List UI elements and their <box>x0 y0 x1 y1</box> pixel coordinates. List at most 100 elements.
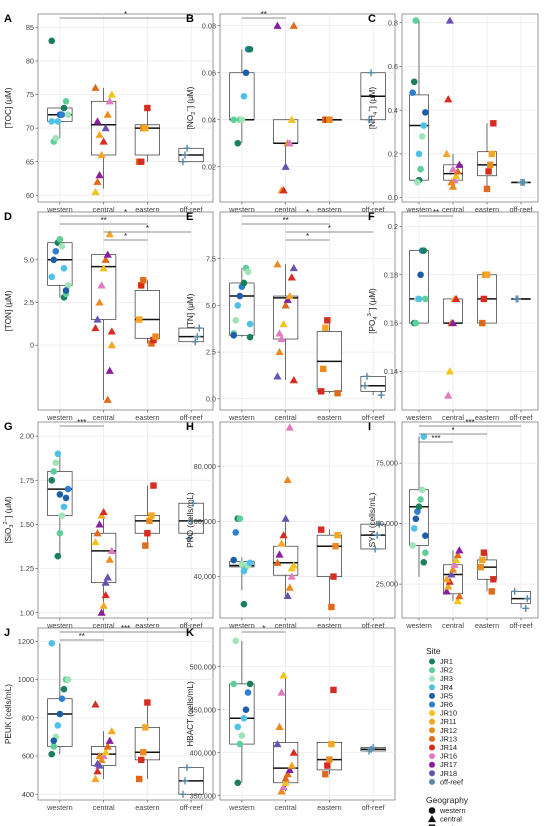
data-point-central <box>275 550 284 558</box>
y-axis-label: [NO2−] (μM) <box>185 86 197 129</box>
legend-site-label: JR5 <box>440 691 453 700</box>
data-point-central <box>93 767 102 775</box>
data-point-central <box>281 774 290 782</box>
data-point-western <box>64 485 72 493</box>
box-iqr <box>273 119 299 144</box>
panel-i: I 25,000 50,000 75,000 western central eastern… <box>368 418 539 630</box>
data-point-central <box>93 529 102 537</box>
x-tick-label: off-reef <box>180 621 204 630</box>
significance-label: * <box>451 426 454 435</box>
y-tick-label: 400,000 <box>190 748 216 757</box>
data-point-central <box>277 334 286 343</box>
y-tick-label: 2.00 <box>20 432 34 441</box>
panel-label: E <box>186 211 193 223</box>
data-point-off-reef <box>181 777 189 785</box>
data-point-western <box>240 600 248 608</box>
data-point-western <box>236 740 244 748</box>
data-point-western <box>420 247 428 254</box>
significance-bracket: * <box>285 224 374 233</box>
x-tick-label: central <box>275 413 297 422</box>
y-tick-label: 0.0 <box>388 193 398 202</box>
significance-label: * <box>124 208 127 217</box>
data-point-eastern <box>146 517 153 525</box>
data-point-western <box>230 556 238 564</box>
panel-label: K <box>186 627 194 639</box>
y-label-sup: + <box>367 108 373 112</box>
legend-site-label: JR11 <box>440 717 457 726</box>
x-tick-label: eastern <box>135 621 159 630</box>
x-tick-label: central <box>442 413 464 422</box>
data-point-central <box>105 555 114 563</box>
y-tick-label: 2.5 <box>206 348 216 357</box>
data-point-western <box>420 122 428 129</box>
data-point-central <box>448 565 458 573</box>
significance-label: *** <box>465 418 474 427</box>
data-point-off-reef <box>189 499 197 507</box>
significance-label: * <box>328 224 331 233</box>
y-tick-label: 1200 <box>18 637 34 646</box>
y-tick-label: 2.5 <box>24 298 34 307</box>
x-tick-label: off-reef <box>510 413 534 422</box>
data-point-off-reef <box>367 69 375 77</box>
data-point-off-reef <box>369 744 377 752</box>
y-axis-label: PRO (cells/mL) <box>186 492 195 548</box>
significance-label: * <box>146 224 149 233</box>
data-point-western <box>62 97 70 105</box>
significance-label: * <box>262 624 265 633</box>
data-point-western <box>240 715 248 722</box>
data-point-eastern <box>486 161 494 169</box>
data-point-off-reef <box>523 595 531 603</box>
y-label-part: [TOC] ( <box>4 102 13 129</box>
x-tick-label: eastern <box>317 803 341 812</box>
data-point-eastern <box>144 530 151 537</box>
data-point-eastern <box>334 531 341 539</box>
box-iqr <box>47 242 73 286</box>
data-point-western <box>234 723 242 731</box>
data-point-central <box>279 319 288 328</box>
data-point-western <box>232 529 240 536</box>
data-point-eastern <box>328 603 335 611</box>
data-point-western <box>60 265 68 272</box>
data-point-central <box>273 260 282 268</box>
x-tick-label: central <box>275 205 297 214</box>
panel-label: H <box>186 421 194 433</box>
x-tick-label: central <box>93 413 115 422</box>
data-point-eastern <box>483 271 491 278</box>
data-point-western <box>50 468 58 475</box>
data-point-central <box>279 671 288 679</box>
data-point-central <box>101 590 110 599</box>
data-point-central <box>444 582 453 590</box>
data-point-western <box>58 111 66 119</box>
data-point-off-reef <box>377 391 385 399</box>
data-point-eastern <box>485 168 492 175</box>
data-point-western <box>56 529 64 537</box>
y-label-part: [TON] ( <box>4 305 13 332</box>
data-point-western <box>58 695 66 703</box>
x-tick-label: central <box>275 803 297 812</box>
y-tick-label: 0.2 <box>388 150 398 159</box>
x-tick-label: western <box>228 413 255 422</box>
data-point-off-reef <box>183 764 191 772</box>
x-tick-label: eastern <box>475 413 499 422</box>
data-point-western <box>418 486 426 494</box>
y-label-part: μ <box>186 96 195 101</box>
legend-site-swatch <box>429 770 435 777</box>
data-point-western <box>414 179 421 186</box>
y-tick-label: 60,000 <box>194 517 216 526</box>
y-label-sub: 3 <box>9 524 15 527</box>
data-point-central <box>97 281 106 289</box>
x-tick-label: western <box>46 621 73 630</box>
data-point-central <box>452 555 461 564</box>
y-axis-label: [PO43−] (μM) <box>367 288 379 334</box>
data-point-western <box>58 512 66 519</box>
y-tick-label: 0.02 <box>202 162 216 171</box>
data-point-central <box>103 110 112 118</box>
legend-site-swatch <box>429 753 435 760</box>
y-label-part: [NH <box>368 115 377 129</box>
y-tick-label: 1.50 <box>20 520 34 529</box>
data-point-off-reef <box>373 531 381 539</box>
data-point-western <box>238 560 246 568</box>
significance-bracket: * <box>103 232 148 241</box>
y-tick-label: 0.08 <box>202 21 216 30</box>
data-point-western <box>64 676 72 683</box>
